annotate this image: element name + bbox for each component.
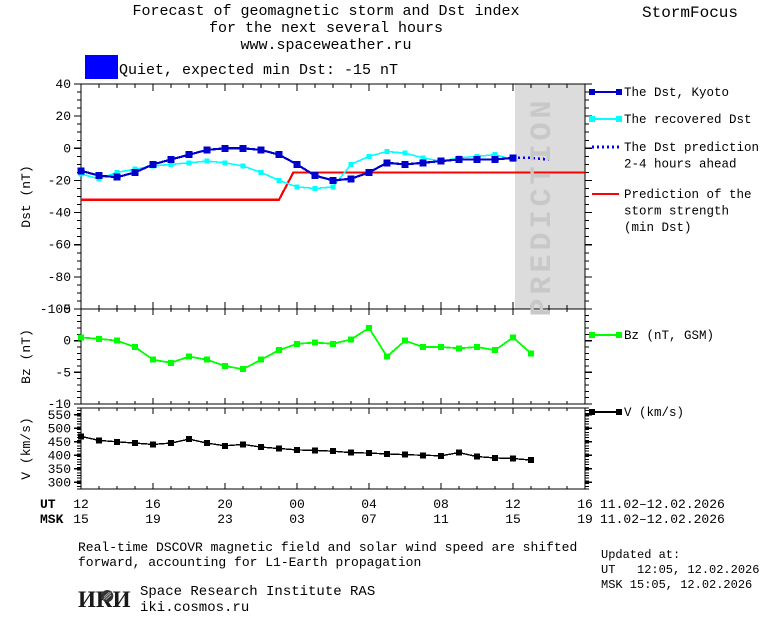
svg-text:storm strength: storm strength	[624, 205, 729, 219]
svg-text:16: 16	[145, 497, 161, 512]
svg-text:20: 20	[217, 497, 233, 512]
svg-text:The recovered Dst: The recovered Dst	[624, 113, 752, 127]
svg-text:19: 19	[145, 512, 161, 527]
svg-text:PREDICTION: PREDICTION	[526, 96, 560, 316]
svg-text:-40: -40	[48, 206, 71, 221]
svg-text:15: 15	[505, 512, 521, 527]
svg-text:23: 23	[217, 512, 233, 527]
svg-text:0: 0	[63, 334, 71, 349]
svg-text:Bz (nT): Bz (nT)	[19, 329, 34, 384]
svg-text:MSK: MSK	[40, 512, 64, 527]
svg-text:The Dst, Kyoto: The Dst, Kyoto	[624, 86, 729, 100]
svg-text:00: 00	[289, 497, 305, 512]
svg-text:-60: -60	[48, 238, 71, 253]
svg-text:-5: -5	[55, 365, 71, 380]
svg-text:03: 03	[289, 512, 305, 527]
svg-text:11.02–12.02.2026: 11.02–12.02.2026	[600, 497, 725, 512]
svg-text:19: 19	[577, 512, 593, 527]
svg-text:12: 12	[73, 497, 89, 512]
svg-text:UT: UT	[40, 497, 56, 512]
svg-text:16: 16	[577, 497, 593, 512]
svg-text:0: 0	[63, 141, 71, 156]
svg-text:Dst (nT): Dst (nT)	[19, 165, 34, 227]
svg-text:04: 04	[361, 497, 377, 512]
svg-text:11: 11	[433, 512, 449, 527]
svg-text:08: 08	[433, 497, 449, 512]
svg-text:300: 300	[48, 475, 71, 490]
svg-text:07: 07	[361, 512, 377, 527]
svg-text:The Dst prediction: The Dst prediction	[624, 141, 759, 155]
svg-text:2-4 hours ahead: 2-4 hours ahead	[624, 158, 737, 172]
svg-text:15: 15	[73, 512, 89, 527]
svg-text:20: 20	[55, 109, 71, 124]
svg-text:40: 40	[55, 77, 71, 92]
svg-text:12: 12	[505, 497, 521, 512]
svg-text:-80: -80	[48, 270, 71, 285]
svg-text:Prediction of the: Prediction of the	[624, 188, 752, 202]
svg-text:5: 5	[63, 302, 71, 317]
svg-text:V (km/s): V (km/s)	[19, 417, 34, 479]
svg-text:Bz (nT, GSM): Bz (nT, GSM)	[624, 329, 714, 343]
svg-text:V (km/s): V (km/s)	[624, 406, 684, 420]
svg-text:11.02–12.02.2026: 11.02–12.02.2026	[600, 512, 725, 527]
svg-text:(min Dst): (min Dst)	[624, 221, 692, 235]
svg-text:-20: -20	[48, 173, 71, 188]
